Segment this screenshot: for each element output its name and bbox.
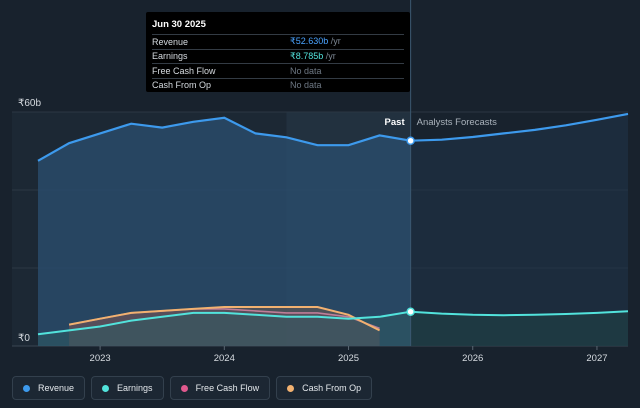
tooltip-value: No data <box>290 80 322 91</box>
earnings-line <box>37 310 411 336</box>
legend-dot-icon <box>180 384 188 392</box>
y-top-label: ₹60b <box>18 98 41 109</box>
tooltip-date: Jun 30 2025 <box>152 19 206 30</box>
x-tick-label: 2027 <box>586 353 607 364</box>
tooltip-unit: /yr <box>323 50 336 61</box>
earnings-area <box>38 311 411 346</box>
tooltip-label: Free Cash Flow <box>152 65 216 76</box>
chart-tooltip: Jun 30 2025 Revenue ₹52.630b /yr Earning… <box>146 12 410 92</box>
earnings-forecast-line <box>410 310 629 317</box>
x-tick-label: 2023 <box>90 353 111 364</box>
tooltip-row-revenue: Revenue ₹52.630b /yr <box>152 34 404 49</box>
legend-item-free-cash-flow[interactable]: Free Cash Flow <box>169 376 271 400</box>
past-label: Past <box>385 117 406 128</box>
tooltip-row-earnings: Earnings ₹8.785b /yr <box>152 48 404 64</box>
legend-label: Free Cash Flow <box>195 383 260 393</box>
legend-item-earnings[interactable]: Earnings <box>91 376 164 400</box>
legend-label: Cash From Op <box>302 383 362 393</box>
earnings-forecast-area <box>410 311 628 346</box>
tooltip-label: Revenue <box>152 36 189 47</box>
legend-dot-icon <box>287 384 295 392</box>
revenue-forecast-area <box>410 113 628 347</box>
x-tick-label: 2024 <box>214 353 235 364</box>
y-bottom-label: ₹0 <box>18 333 30 344</box>
tooltip-value: ₹8.785b <box>290 50 324 61</box>
legend-dot-icon <box>23 384 30 392</box>
revenue-marker <box>406 136 415 145</box>
legend-label: Revenue <box>38 383 75 393</box>
tooltip-row-free-cash-flow: Free Cash Flow No data <box>152 63 404 78</box>
legend-item-cash-from-op[interactable]: Cash From Op <box>276 376 373 400</box>
forecast-label: Analysts Forecasts <box>417 117 497 128</box>
tooltip-label: Earnings <box>152 51 188 62</box>
revenue-forecast-line <box>410 112 629 142</box>
tooltip-label: Cash From Op <box>152 80 212 91</box>
tooltip-row-cash-from-op: Cash From Op No data <box>152 77 404 93</box>
legend-label: Earnings <box>117 383 153 393</box>
tooltip-value: ₹52.630b <box>290 36 329 47</box>
revenue-line <box>37 116 411 162</box>
chart-legend: Revenue Earnings Free Cash Flow Cash Fro… <box>12 376 373 400</box>
legend-dot-icon <box>102 384 110 392</box>
tooltip-value: No data <box>290 65 322 76</box>
earnings-marker <box>406 307 415 316</box>
x-tick-label: 2026 <box>462 353 483 364</box>
legend-item-revenue[interactable]: Revenue <box>12 376 86 400</box>
tooltip-unit: /yr <box>328 36 341 47</box>
revenue-area <box>38 117 411 346</box>
cash-from-op-line <box>68 306 381 332</box>
x-tick-label: 2025 <box>338 353 359 364</box>
